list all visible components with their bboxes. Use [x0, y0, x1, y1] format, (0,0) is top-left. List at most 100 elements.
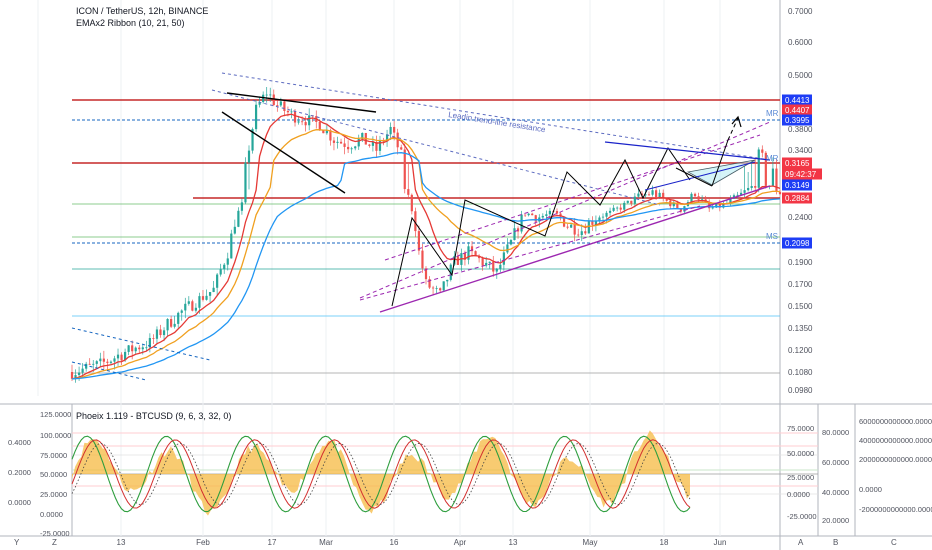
- osc-right-tick: 0.0000: [787, 490, 810, 499]
- candle-body: [127, 345, 130, 352]
- candle-body: [145, 347, 148, 349]
- candle-body: [371, 141, 374, 146]
- candle-body: [148, 338, 151, 348]
- candle-body: [216, 274, 219, 288]
- candle-body: [357, 138, 360, 147]
- candle-body: [715, 203, 718, 208]
- candle-body: [109, 361, 113, 363]
- candle-body: [102, 358, 105, 362]
- bottom-item-a[interactable]: A: [798, 538, 804, 547]
- candle-body: [573, 224, 576, 235]
- candle-body: [407, 189, 410, 195]
- candle-body: [88, 363, 91, 365]
- candle-body: [173, 323, 176, 327]
- price-tick-label: 0.1080: [788, 368, 813, 377]
- candle-body: [775, 168, 778, 192]
- candle-body: [509, 240, 513, 245]
- candle-body: [410, 194, 413, 212]
- candle-body: [513, 228, 516, 241]
- symbol-title: ICON / TetherUS, 12h, BINANCE: [76, 6, 209, 16]
- channel-upper-line: [359, 121, 771, 299]
- ema-21-line: [71, 129, 781, 380]
- bottom-item-b[interactable]: B: [833, 538, 839, 547]
- leading-trendline-resistance: [221, 72, 771, 161]
- candle-body: [198, 296, 201, 308]
- time-tick-label: 18: [660, 538, 669, 547]
- time-tick-label: May: [582, 538, 597, 547]
- candle-body: [722, 203, 725, 208]
- bottom-item-y[interactable]: Y: [14, 538, 20, 547]
- candle-body: [711, 207, 714, 209]
- candle-body: [290, 111, 293, 113]
- candle-body: [587, 221, 590, 234]
- osc-far-right-tick: 6000000000000.0000: [859, 417, 932, 426]
- candle-body: [570, 224, 573, 228]
- candle-body: [81, 368, 84, 373]
- candle-body: [226, 258, 229, 265]
- candle-body: [623, 202, 626, 210]
- osc-red-line: [71, 439, 691, 509]
- osc-right-tick-2: 80.0000: [822, 428, 849, 437]
- candle-body: [644, 194, 647, 196]
- candle-body: [665, 198, 668, 201]
- price-label-badge: [782, 114, 812, 126]
- triangle-upper-trendline: [604, 141, 771, 161]
- bottom-item-z[interactable]: Z: [52, 538, 57, 547]
- candle-body: [428, 279, 431, 288]
- candle-body: [559, 213, 562, 217]
- candle-body: [584, 231, 587, 234]
- candle-body: [499, 264, 502, 269]
- candle-body: [534, 215, 537, 222]
- osc-left-tick-2: 0.0000: [8, 498, 31, 507]
- price-label-text: 0.2098: [785, 239, 810, 248]
- candle-body: [212, 287, 215, 293]
- candle-body: [293, 111, 297, 123]
- annotation-ms: MS: [766, 232, 778, 241]
- candle-body: [191, 301, 194, 311]
- candle-body: [771, 168, 775, 186]
- candle-body: [612, 207, 615, 211]
- candle-body: [541, 215, 544, 218]
- price-label-text: 0.4413: [785, 96, 810, 105]
- price-label-text: 09:42:37: [785, 170, 817, 179]
- price-label-text: 0.3149: [785, 181, 810, 190]
- price-label-badge: [782, 104, 812, 116]
- bottom-toolbar: Y Z A B C: [0, 537, 932, 550]
- osc-histogram-area: [72, 430, 690, 516]
- candle-body: [124, 351, 127, 361]
- candle-body: [279, 101, 282, 106]
- candle-body: [95, 361, 98, 364]
- candle-body: [757, 149, 760, 188]
- price-label-badge: [782, 192, 812, 204]
- candle-body: [354, 146, 357, 149]
- flag-lower-line: [221, 111, 346, 194]
- osc-right-tick: 25.0000: [787, 473, 814, 482]
- candle-body: [382, 140, 385, 142]
- candle-body: [672, 202, 675, 207]
- time-tick-label: Feb: [196, 538, 210, 547]
- osc-right-tick-2: 40.0000: [822, 488, 849, 497]
- candle-body: [446, 279, 449, 282]
- osc-left-tick: 125.0000: [40, 410, 71, 419]
- ema-legend: EMAx2 Ribbon (10, 21, 50): [76, 18, 185, 28]
- bottom-item-c[interactable]: C: [891, 538, 897, 547]
- candle-body: [701, 199, 704, 201]
- price-label-text: 0.4407: [785, 106, 810, 115]
- candle-body: [655, 190, 658, 198]
- candle-body: [743, 190, 746, 193]
- ema-10-line: [71, 113, 781, 380]
- candle-body: [658, 192, 661, 198]
- candle-body: [396, 132, 399, 148]
- candle-body: [506, 244, 509, 253]
- candle-body: [194, 307, 197, 311]
- price-label-badge: [782, 237, 812, 249]
- candle-body: [318, 121, 321, 131]
- candle-body: [269, 94, 272, 96]
- candle-body: [548, 210, 551, 215]
- candle-body: [463, 253, 467, 260]
- candle-body: [495, 268, 498, 272]
- candle-body: [693, 193, 697, 197]
- price-label-text: 0.3995: [785, 116, 810, 125]
